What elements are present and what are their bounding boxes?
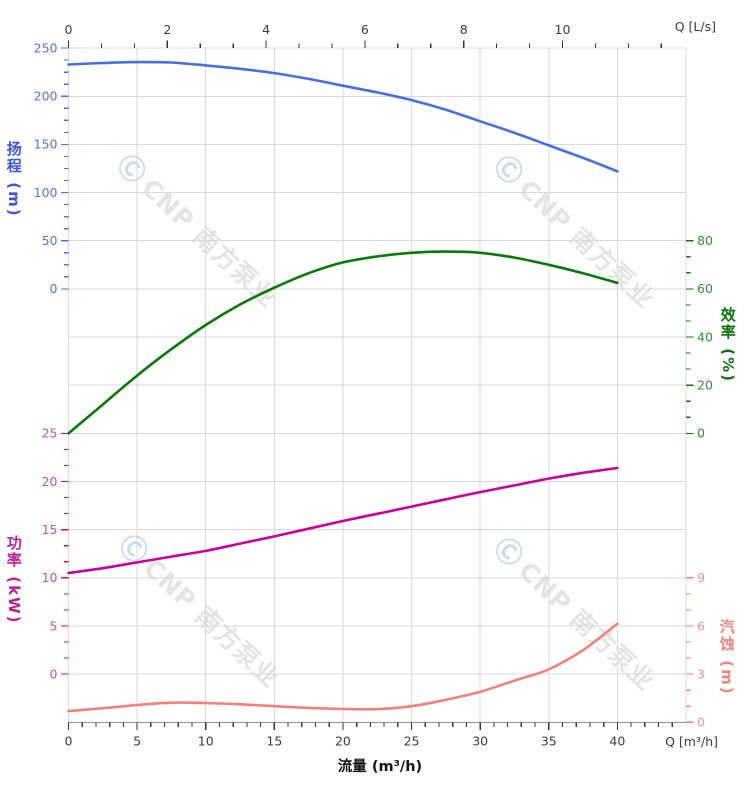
efficiency-curve bbox=[67, 250, 619, 435]
tick-label: 20 bbox=[335, 733, 351, 748]
bottom-axis-ticks bbox=[67, 722, 673, 730]
tick-label: 10 bbox=[42, 570, 58, 585]
bottom-axis-labels: 0 5 10 15 20 25 30 35 40 bbox=[65, 733, 626, 748]
tick-label: 15 bbox=[42, 522, 58, 537]
tick-label: 4 bbox=[262, 22, 270, 37]
tick-label: 0 bbox=[697, 426, 705, 441]
power-curve bbox=[67, 466, 619, 575]
tick-label: 25 bbox=[42, 426, 58, 441]
eff-axis-labels: 80 60 40 20 0 bbox=[697, 233, 713, 441]
tick-label: 250 bbox=[34, 40, 58, 55]
tick-label: 20 bbox=[42, 474, 58, 489]
tick-label: 5 bbox=[133, 733, 141, 748]
head-curve bbox=[67, 60, 619, 173]
npsh-axis-labels: 9 6 3 0 bbox=[697, 570, 705, 729]
tick-label: 0 bbox=[50, 666, 58, 681]
tick-label: 40 bbox=[609, 733, 625, 748]
tick-label: 0 bbox=[65, 733, 73, 748]
head-axis-title: 扬程 (m) bbox=[4, 141, 23, 218]
power-axis-labels: 25 20 15 10 5 0 bbox=[42, 426, 58, 682]
tick-label: 60 bbox=[697, 281, 713, 296]
top-axis-unit-label: Q [L/s] bbox=[674, 19, 716, 34]
top-axis-labels: 0 2 4 6 8 10 bbox=[65, 22, 571, 37]
gridlines bbox=[68, 47, 687, 723]
tick-label: 40 bbox=[697, 329, 713, 344]
tick-label: 8 bbox=[460, 22, 468, 37]
efficiency-axis-title: 效率 (%) bbox=[718, 307, 737, 383]
tick-label: 25 bbox=[404, 733, 420, 748]
tick-label: 150 bbox=[34, 137, 58, 152]
tick-label: 6 bbox=[361, 22, 369, 37]
head-axis-ticks bbox=[61, 47, 69, 290]
tick-label: 15 bbox=[266, 733, 282, 748]
top-axis-ticks bbox=[67, 40, 662, 49]
tick-label: 6 bbox=[697, 618, 705, 633]
head-axis-labels: 250 200 150 100 50 0 bbox=[34, 40, 58, 296]
tick-label: 200 bbox=[34, 89, 58, 104]
power-axis-title: 功率 (kW) bbox=[4, 535, 23, 625]
flow-axis-title: 流量 (m³/h) bbox=[337, 759, 423, 775]
tick-label: 9 bbox=[697, 570, 705, 585]
tick-label: 100 bbox=[34, 185, 58, 200]
tick-label: 50 bbox=[42, 233, 58, 248]
tick-label: 2 bbox=[163, 22, 171, 37]
tick-label: 30 bbox=[472, 733, 488, 748]
tick-label: 0 bbox=[697, 715, 705, 730]
tick-label: 20 bbox=[697, 378, 713, 393]
bottom-axis-unit-label: Q [m³/h] bbox=[665, 734, 718, 749]
eff-axis-ticks bbox=[686, 240, 694, 434]
tick-label: 35 bbox=[541, 733, 557, 748]
tick-label: 3 bbox=[697, 666, 705, 681]
npsh-curve bbox=[67, 622, 619, 713]
npsh-axis-title: 汽蚀 (m) bbox=[717, 619, 736, 696]
tick-label: 0 bbox=[50, 281, 58, 296]
tick-label: 80 bbox=[697, 233, 713, 248]
tick-label: 5 bbox=[50, 618, 58, 633]
tick-label: 10 bbox=[555, 22, 571, 37]
tick-label: 0 bbox=[65, 22, 73, 37]
tick-label: 10 bbox=[198, 733, 214, 748]
npsh-axis-ticks bbox=[686, 577, 694, 723]
power-axis-ticks bbox=[61, 432, 69, 675]
